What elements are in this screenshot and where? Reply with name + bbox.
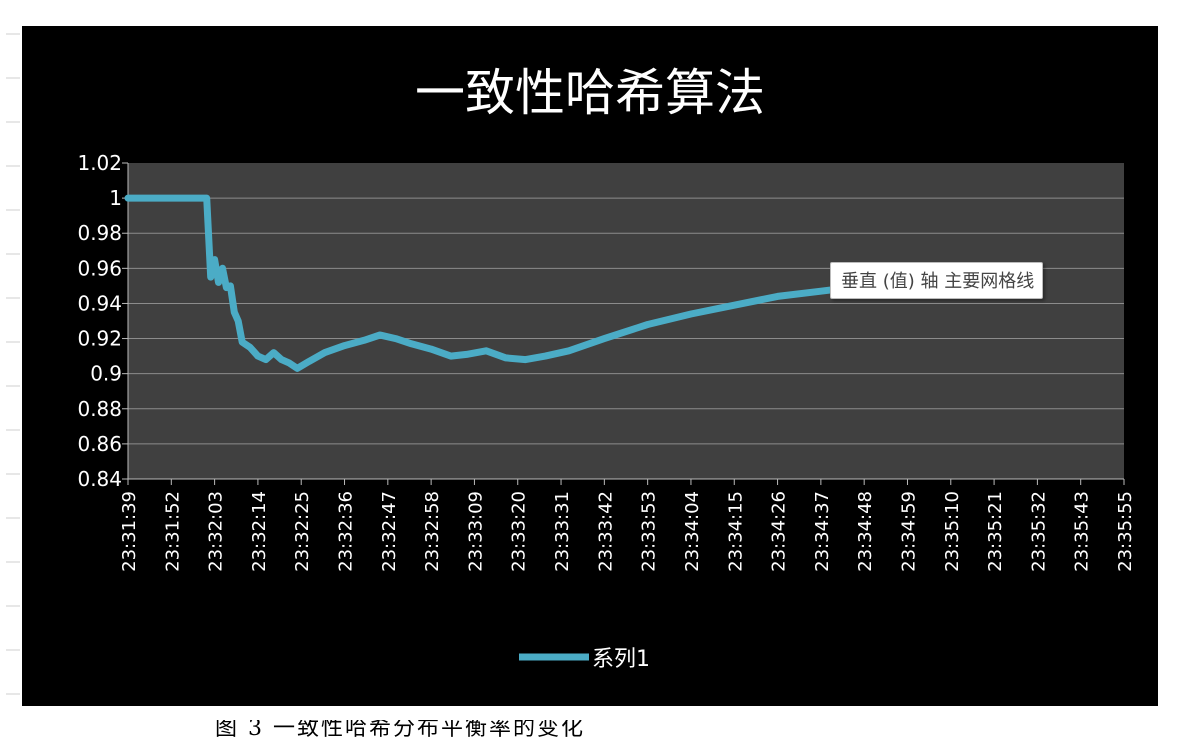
y-axis-ticks: 1.02 1 0.98 0.96 0.94 0.92 0.9 0.88 0.86 0.84: [77, 151, 1124, 491]
data-point: [429, 347, 434, 352]
x-tick-label: 23:33:31: [552, 491, 573, 572]
y-tick-label: 0.94: [77, 291, 122, 315]
data-point: [409, 341, 414, 346]
x-tick-label: 23:34:26: [769, 491, 790, 572]
data-point: [263, 357, 268, 362]
series-line-1: [124, 194, 911, 372]
y-tick-label: 1: [109, 186, 122, 210]
x-tick-label: 23:34:59: [898, 491, 919, 572]
legend-label-series-1: 系列1: [592, 647, 650, 672]
x-tick-label: 23:32:58: [422, 491, 443, 572]
data-point: [236, 319, 241, 323]
x-tick-label: 23:31:52: [162, 491, 183, 572]
x-tick-label: 23:34:48: [855, 491, 876, 572]
data-point: [212, 257, 217, 262]
data-point: [126, 196, 130, 201]
x-tick-label: 23:33:53: [639, 491, 660, 572]
data-point: [543, 354, 548, 359]
data-point: [775, 294, 780, 299]
y-tick-label: 1.02: [77, 151, 122, 175]
data-point: [689, 312, 693, 316]
y-tick-label: 0.92: [77, 327, 122, 351]
x-tick-label: 23:35:43: [1072, 491, 1093, 572]
data-point: [523, 357, 528, 362]
data-point: [378, 333, 382, 337]
y-tick-label: 0.86: [77, 432, 122, 456]
data-point: [204, 196, 209, 201]
data-point: [220, 266, 225, 271]
data-point: [169, 196, 174, 201]
x-tick-label: 23:35:32: [1028, 491, 1049, 572]
x-tick-label: 23:32:14: [249, 491, 270, 572]
data-point: [484, 348, 489, 353]
line-chart: 一致性哈希算法 1.02 1 0.98 0.96 0.94 0.92 0.9 0.88 0.86…: [77, 64, 1136, 672]
data-point: [279, 357, 284, 362]
margin-ticks: [6, 33, 20, 695]
data-point: [645, 322, 650, 327]
plot-area: [128, 163, 1124, 479]
y-tick-label: 0.9: [90, 362, 122, 386]
y-tick-label: 0.98: [77, 221, 122, 245]
data-point: [322, 350, 327, 355]
data-point: [295, 366, 300, 371]
y-tick-label: 0.96: [77, 256, 122, 280]
x-tick-label: 23:35:21: [985, 491, 1006, 572]
x-tick-label: 23:32:36: [336, 491, 357, 572]
x-tick-label: 23:32:47: [379, 491, 400, 572]
x-axis-ticks: 23:31:39 23:31:52 23:32:03 23:32:14 23:32:25…: [119, 479, 1136, 572]
x-tick-label: 23:34:37: [812, 491, 833, 572]
data-point: [232, 310, 237, 315]
figure-caption: 图 3 一致性哈希分布平衡率的变化: [0, 712, 1192, 741]
data-point: [503, 355, 508, 360]
data-point: [448, 354, 453, 359]
data-point: [255, 354, 260, 359]
data-point: [240, 340, 245, 345]
chart-title: 一致性哈希算法: [415, 64, 765, 122]
data-point: [208, 275, 213, 280]
y-tick-label: 0.84: [77, 467, 122, 491]
chart-frame: 一致性哈希算法 1.02 1 0.98 0.96 0.94 0.92 0.9 0.88 0.86…: [22, 26, 1158, 706]
data-point: [228, 283, 233, 288]
data-point: [393, 336, 398, 341]
data-point: [248, 345, 252, 350]
data-point: [271, 350, 276, 355]
data-point: [224, 285, 229, 290]
data-point: [566, 348, 571, 353]
x-tick-label: 23:34:15: [725, 491, 746, 572]
legend: 系列1: [519, 647, 650, 672]
figure-caption-text: 图 3 一致性哈希分布平衡率的变化: [215, 716, 585, 741]
x-tick-label: 23:32:03: [206, 491, 227, 572]
x-tick-label: 23:34:04: [682, 491, 703, 572]
x-tick-label: 23:31:39: [119, 491, 140, 572]
x-tick-label: 23:35:55: [1115, 491, 1136, 572]
data-point: [732, 303, 737, 308]
x-tick-label: 23:33:42: [595, 491, 616, 572]
data-point: [602, 336, 607, 341]
data-point: [307, 359, 312, 364]
data-point: [464, 352, 469, 357]
x-tick-label: 23:32:25: [292, 491, 313, 572]
gridlines: [128, 197, 1124, 445]
series-layer: [124, 194, 911, 372]
data-point: [342, 343, 347, 348]
x-tick-label: 23:35:10: [942, 491, 963, 572]
y-tick-label: 0.88: [77, 397, 122, 421]
gridline-tooltip: 垂直 (值) 轴 主要网格线: [830, 262, 1044, 299]
x-tick-label: 23:33:20: [509, 491, 530, 572]
data-point: [818, 289, 823, 294]
data-point: [216, 280, 221, 285]
data-point: [287, 361, 292, 366]
x-tick-label: 23:33:09: [465, 491, 486, 572]
data-point: [362, 338, 367, 343]
